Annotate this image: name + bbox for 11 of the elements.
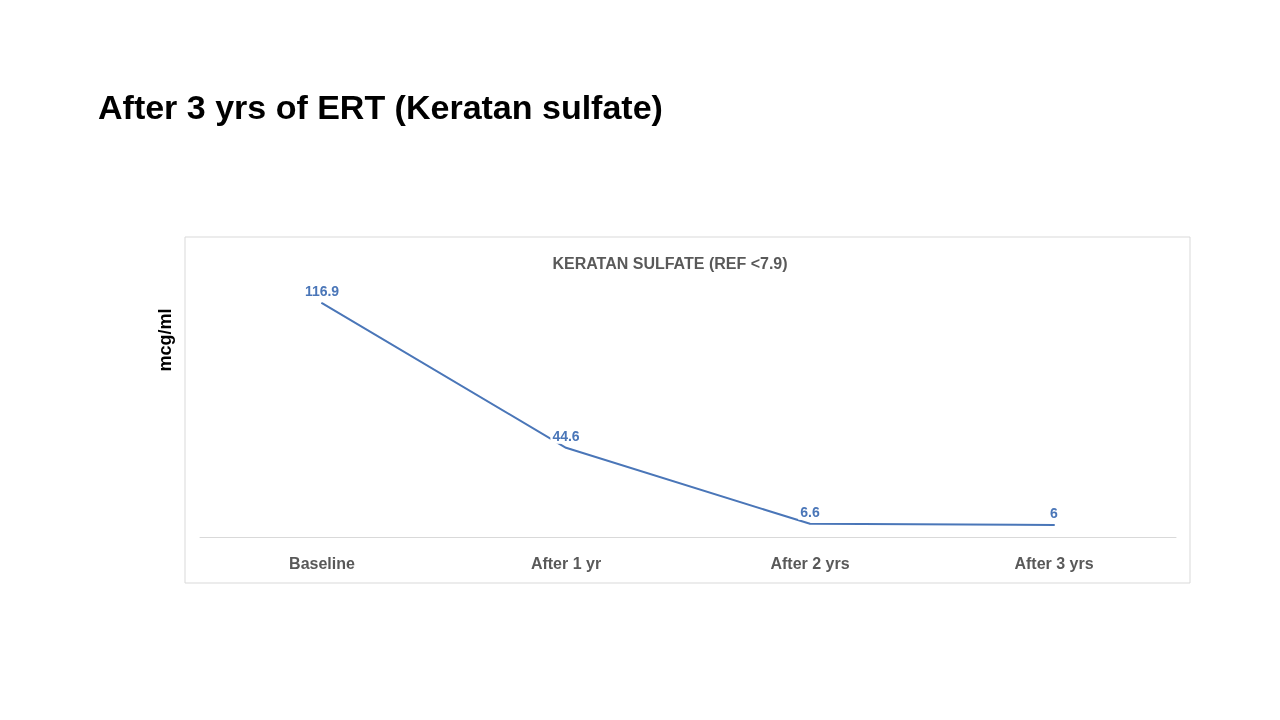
data-label: 6.6: [800, 503, 820, 520]
chart-title: After 3 yrs of ERT (Keratan sulfate): [98, 88, 663, 127]
x-tick-label: After 2 yrs: [770, 554, 850, 572]
x-tick-label: After 1 yr: [530, 554, 602, 572]
data-label: 44.6: [552, 427, 580, 444]
x-tick-label: Baseline: [289, 554, 356, 572]
y-axis-title: mcg/ml: [155, 308, 175, 372]
data-label: 6: [1050, 505, 1059, 521]
chart-subtitle: KERATAN SULFATE (REF <7.9): [552, 254, 788, 272]
x-tick-label: After 3 yrs: [1014, 554, 1094, 572]
data-label: 116.9: [304, 283, 340, 300]
